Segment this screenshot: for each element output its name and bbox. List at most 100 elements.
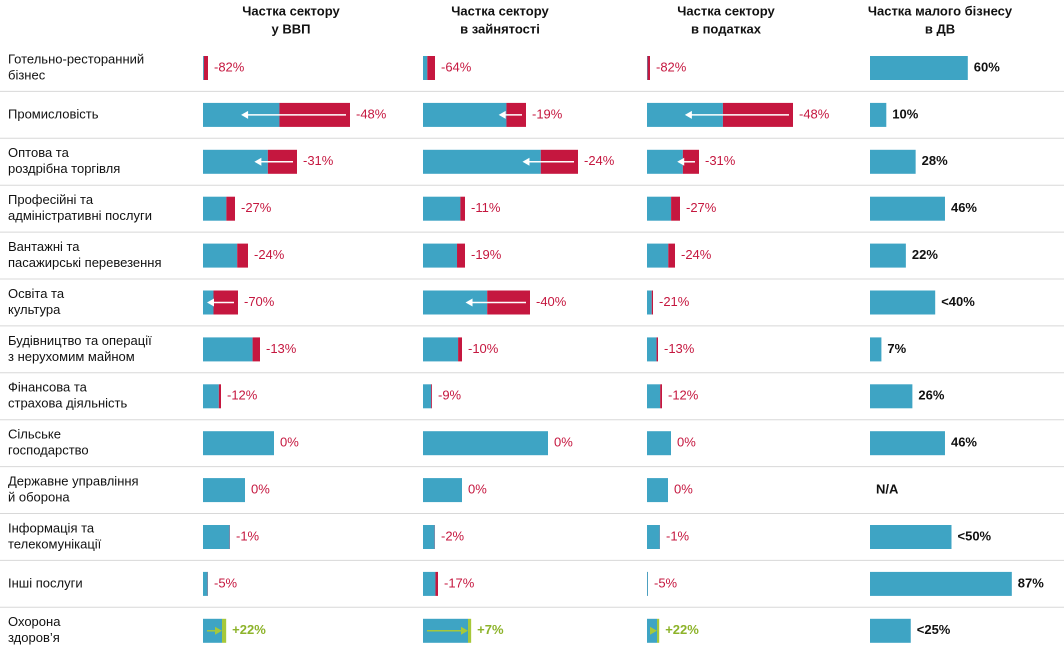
- arrow-head: [241, 110, 249, 119]
- value-label: 60%: [974, 59, 1000, 74]
- column-title: в зайнятості: [460, 21, 540, 36]
- bar-loss: [252, 337, 260, 362]
- row-label: Охорона: [8, 614, 61, 629]
- column-title: у ВВП: [272, 21, 311, 36]
- bar-loss: [218, 384, 221, 409]
- bar-loss: [226, 196, 235, 221]
- change-label: -5%: [654, 575, 678, 590]
- bar-gain: [222, 618, 227, 643]
- change-label: -19%: [532, 106, 563, 121]
- change-label: 0%: [677, 435, 696, 450]
- bar-after: [647, 337, 657, 362]
- change-label: -64%: [441, 59, 472, 74]
- value-label: <25%: [917, 622, 951, 637]
- change-label: -13%: [266, 341, 297, 356]
- bar: [870, 290, 936, 315]
- bar-loss: [671, 196, 680, 221]
- value-label: 10%: [892, 106, 918, 121]
- arrow-head: [677, 157, 685, 166]
- value-label: 28%: [922, 153, 948, 168]
- row-label: адміністративні послуги: [8, 208, 152, 223]
- change-label: +22%: [232, 622, 266, 637]
- bar-after: [203, 525, 230, 549]
- arrow-head: [498, 110, 506, 119]
- change-label: -10%: [468, 341, 499, 356]
- row-label: роздрібна торгівля: [8, 161, 120, 176]
- bar-loss: [237, 243, 248, 268]
- row-label: страхова діяльність: [8, 396, 127, 411]
- bar-after: [423, 525, 435, 549]
- arrow-head: [650, 626, 657, 635]
- bar: [870, 243, 906, 268]
- bar-loss: [647, 56, 650, 80]
- row-label: культура: [8, 302, 61, 317]
- bar: [870, 525, 952, 549]
- bar-after: [647, 431, 671, 456]
- bar-loss: [660, 384, 662, 409]
- bar-after: [647, 243, 669, 268]
- row-label: Державне управління: [8, 474, 139, 489]
- value-label: 46%: [951, 435, 977, 450]
- row-label: пасажирські перевезення: [8, 255, 162, 270]
- row-label: Промисловість: [8, 106, 99, 121]
- bar: [870, 337, 882, 362]
- bar-after: [423, 571, 436, 596]
- row-label: Професійні та: [8, 192, 94, 207]
- change-label: -48%: [356, 106, 387, 121]
- arrow-head: [215, 626, 222, 635]
- value-label: <40%: [941, 294, 975, 309]
- bar: [870, 196, 945, 221]
- bar-after: [203, 431, 274, 456]
- change-label: -24%: [254, 247, 285, 262]
- bar-after: [647, 290, 652, 315]
- change-label: -27%: [241, 200, 272, 215]
- change-label: -5%: [214, 575, 238, 590]
- change-label: -31%: [705, 153, 736, 168]
- bar-loss: [203, 56, 208, 80]
- bar: [870, 149, 916, 174]
- bar-loss: [460, 196, 465, 221]
- bar-after: [423, 431, 548, 456]
- bar-after: [203, 337, 253, 362]
- bar-after: [203, 243, 238, 268]
- arrow-head: [254, 157, 262, 166]
- bar-after: [647, 525, 660, 549]
- column-title: Частка сектору: [451, 3, 549, 18]
- bar: [870, 384, 913, 409]
- row-label: Інші послуги: [8, 575, 83, 590]
- change-label: -82%: [214, 59, 245, 74]
- bar-after: [203, 478, 245, 503]
- row-label: з нерухомим майном: [8, 349, 135, 364]
- column-title: Частка сектору: [242, 3, 340, 18]
- value-label: 22%: [912, 247, 938, 262]
- change-label: -21%: [659, 294, 690, 309]
- row-label: господарство: [8, 443, 89, 458]
- change-label: 0%: [280, 435, 299, 450]
- row-label: Вантажні та: [8, 239, 80, 254]
- row-label: Фінансова та: [8, 380, 88, 395]
- value-label: N/A: [876, 482, 899, 497]
- bar-loss: [435, 571, 438, 596]
- change-label: -82%: [656, 59, 687, 74]
- change-label: 0%: [674, 482, 693, 497]
- value-label: 7%: [887, 341, 906, 356]
- value-label: <50%: [958, 528, 992, 543]
- bar-after: [647, 384, 661, 409]
- bar-loss: [427, 56, 435, 80]
- row-label: Інформація та: [8, 520, 95, 535]
- bar-loss: [651, 290, 653, 315]
- value-label: 87%: [1018, 575, 1044, 590]
- bar-after: [423, 149, 541, 174]
- bar-after: [647, 571, 648, 596]
- change-label: 0%: [554, 435, 573, 450]
- change-label: -70%: [244, 294, 275, 309]
- row-label: Оптова та: [8, 145, 70, 160]
- bar-after: [423, 56, 428, 80]
- bar-after: [423, 478, 462, 503]
- bar: [870, 618, 911, 643]
- change-label: -13%: [664, 341, 695, 356]
- change-label: -12%: [668, 388, 699, 403]
- row-label: Готельно-ресторанний: [8, 51, 144, 66]
- bar-gain: [657, 618, 660, 643]
- bar-after: [647, 56, 648, 80]
